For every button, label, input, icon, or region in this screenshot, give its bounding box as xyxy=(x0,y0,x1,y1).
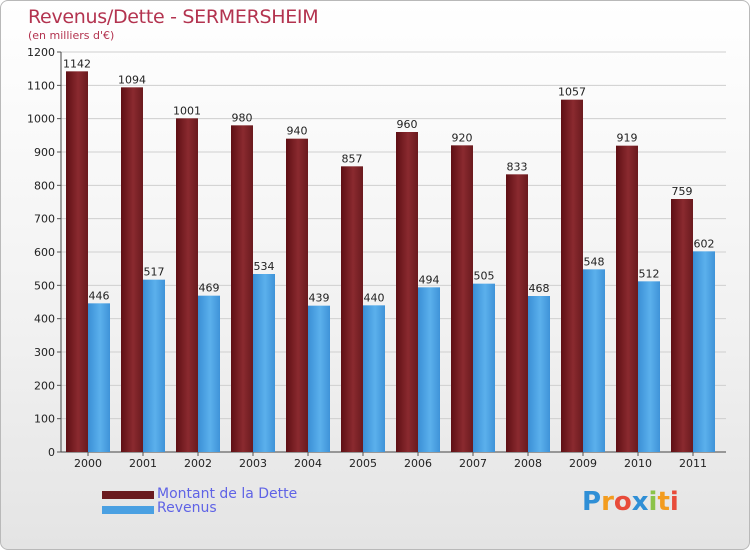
axis-layer: 0 100 200 300 400 500 600 700 800 900 1000 1100 1200… xyxy=(27,46,726,470)
label-layer: 1142 446 1094 517 1001 469 980 534 940 439 857 440 9… xyxy=(63,57,715,304)
data-label-dette: 857 xyxy=(342,152,363,165)
data-label-dette: 960 xyxy=(397,118,418,131)
y-tick-label: 400 xyxy=(34,313,55,326)
data-label-dette: 759 xyxy=(672,185,693,198)
bar-revenus xyxy=(88,303,110,452)
bar-revenus xyxy=(418,287,440,452)
chart-subtitle: (en milliers d'€) xyxy=(28,29,115,42)
bar-dette xyxy=(671,199,693,452)
x-tick-label: 2004 xyxy=(294,457,322,470)
y-tick-label: 300 xyxy=(34,346,55,359)
bar-revenus xyxy=(638,281,660,452)
bar-revenus xyxy=(693,251,715,452)
bar-dette xyxy=(121,87,143,452)
x-tick-label: 2001 xyxy=(129,457,157,470)
data-label-dette: 1001 xyxy=(173,104,201,117)
logo-letter: t xyxy=(657,487,670,517)
y-tick-label: 1100 xyxy=(27,79,55,92)
y-tick-label: 600 xyxy=(34,246,55,259)
legend-swatch-revenus xyxy=(102,506,154,514)
bar-dette xyxy=(286,138,308,452)
bar-layer xyxy=(66,71,715,453)
logo-letter: r xyxy=(601,487,614,517)
bar-dette xyxy=(231,125,253,452)
x-tick-label: 2009 xyxy=(569,457,597,470)
x-tick-label: 2000 xyxy=(74,457,102,470)
data-label-revenus: 439 xyxy=(309,292,330,305)
x-tick-label: 2007 xyxy=(459,457,487,470)
bar-revenus xyxy=(473,283,495,452)
proxiti-logo: Proxiti xyxy=(582,487,679,517)
y-tick-label: 200 xyxy=(34,379,55,392)
bar-dette xyxy=(616,145,638,452)
data-label-dette: 920 xyxy=(452,131,473,144)
chart-title: Revenus/Dette - SERMERSHEIM xyxy=(28,6,319,28)
legend-label-dette: Montant de la Dette xyxy=(157,486,298,502)
bar-dette xyxy=(66,71,88,452)
y-tick-label: 900 xyxy=(34,146,55,159)
x-tick-label: 2011 xyxy=(679,457,707,470)
data-label-dette: 980 xyxy=(232,111,253,124)
data-label-revenus: 512 xyxy=(639,267,660,280)
y-tick-label: 1000 xyxy=(27,113,55,126)
data-label-revenus: 517 xyxy=(144,266,165,279)
bar-dette xyxy=(451,145,473,453)
y-tick-label: 0 xyxy=(48,446,55,459)
data-label-revenus: 602 xyxy=(694,237,715,250)
y-tick-label: 500 xyxy=(34,279,55,292)
data-label-dette: 833 xyxy=(507,160,528,173)
bar-dette xyxy=(341,166,363,453)
data-label-dette: 1094 xyxy=(118,73,146,86)
data-label-revenus: 494 xyxy=(419,273,440,286)
data-label-revenus: 548 xyxy=(584,255,605,268)
data-label-revenus: 468 xyxy=(529,282,550,295)
bar-revenus xyxy=(198,295,220,452)
x-tick-label: 2002 xyxy=(184,457,212,470)
data-label-dette: 1057 xyxy=(558,86,586,99)
data-label-revenus: 505 xyxy=(474,270,495,283)
x-tick-label: 2008 xyxy=(514,457,542,470)
bar-revenus xyxy=(583,269,605,452)
bar-revenus xyxy=(143,279,165,452)
bar-revenus xyxy=(528,296,550,452)
bar-revenus xyxy=(253,274,275,452)
data-label-dette: 919 xyxy=(617,132,638,145)
logo-letter: x xyxy=(631,487,649,517)
logo-letter: P xyxy=(582,487,602,517)
data-label-dette: 1142 xyxy=(63,57,91,70)
legend-swatch-dette xyxy=(102,491,154,499)
grid-layer xyxy=(61,51,726,453)
x-tick-label: 2005 xyxy=(349,457,377,470)
bar-dette xyxy=(396,132,418,452)
bar-dette xyxy=(506,174,528,453)
bar-dette xyxy=(176,118,198,452)
bar-revenus xyxy=(308,305,330,452)
y-tick-label: 700 xyxy=(34,213,55,226)
data-label-revenus: 446 xyxy=(89,289,110,302)
y-tick-label: 800 xyxy=(34,179,55,192)
data-label-dette: 940 xyxy=(287,125,308,138)
legend-label-revenus: Revenus xyxy=(157,500,217,516)
data-label-revenus: 534 xyxy=(254,260,275,273)
x-tick-label: 2010 xyxy=(624,457,652,470)
x-tick-label: 2003 xyxy=(239,457,267,470)
logo-letter: o xyxy=(613,487,632,517)
logo-letter: i xyxy=(669,487,679,517)
data-label-revenus: 440 xyxy=(364,291,385,304)
data-label-revenus: 469 xyxy=(199,282,220,295)
y-tick-label: 100 xyxy=(34,413,55,426)
y-tick-label: 1200 xyxy=(27,46,55,59)
bar-dette xyxy=(561,99,583,453)
logo-letter: i xyxy=(648,487,658,517)
bar-revenus xyxy=(363,305,385,452)
x-tick-label: 2006 xyxy=(404,457,432,470)
